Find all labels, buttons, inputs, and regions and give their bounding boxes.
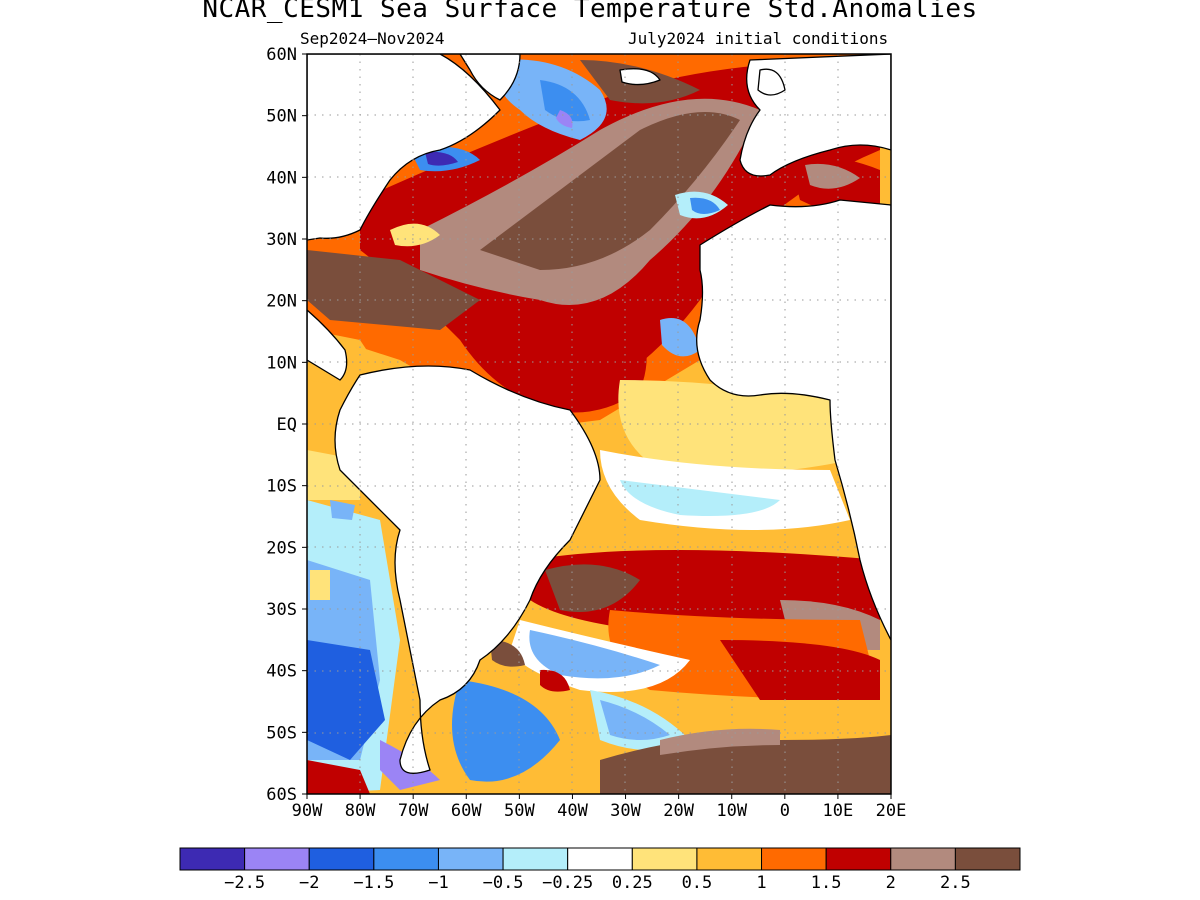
lat-tick-label: 40S	[266, 662, 297, 682]
colorbar-swatch	[437, 847, 504, 871]
lon-tick-label: 10E	[823, 801, 854, 821]
colorbar-swatch	[373, 847, 439, 871]
colorbar-swatch	[244, 847, 310, 871]
central-america	[307, 309, 348, 381]
map-field	[307, 54, 891, 794]
lon-tick-label: 50W	[504, 801, 535, 821]
colorbar-tick-label: −0.5	[483, 873, 524, 893]
lat-tick-label: 10S	[266, 477, 297, 497]
lat-tick-label: 50N	[266, 107, 297, 127]
longitude-axis: 90W 80W 70W 60W 50W 40W 30W 20W 10W 0 10E 20E	[292, 794, 907, 821]
colorbar-swatch	[179, 847, 246, 871]
colorbar-tick-label: 1.5	[811, 873, 842, 893]
forecast-season: Sep2024–Nov2024	[300, 29, 445, 48]
map-title: NCAR_CESM1 Sea Surface Temperature Std.A…	[202, 0, 978, 24]
colorbar-swatch	[890, 847, 956, 871]
lon-tick-label: 10W	[716, 801, 747, 821]
africa	[696, 199, 891, 641]
colorbar-swatch	[761, 847, 827, 871]
lon-tick-label: 20E	[876, 801, 907, 821]
lat-tick-label: 40N	[266, 168, 297, 188]
lat-tick-label: 30N	[266, 230, 297, 250]
lon-tick-label: 40W	[557, 801, 588, 821]
latitude-axis: 60N 50N 40N 30N 20N 10N EQ 10S 20S 30S 40S 50S 60S	[266, 45, 307, 805]
lon-tick-label: 0	[780, 801, 790, 821]
colorbar-tick-label: −1.5	[353, 873, 394, 893]
colorbar-tick-label: −2	[299, 873, 319, 893]
lat-tick-label: 60S	[266, 785, 297, 805]
lat-tick-label: 60N	[266, 45, 297, 65]
colorbar-tick-label: 1	[756, 873, 766, 893]
colorbar-swatch	[631, 847, 698, 871]
colorbar-tick-label: −0.25	[542, 873, 593, 893]
colorbar: −2.5 −2 −1.5 −1 −0.5 −0.25 0.25 0.5 1 1.5 2 2.5	[179, 847, 1021, 893]
colorbar-swatch	[825, 847, 892, 871]
lat-tick-label: 20N	[266, 292, 297, 312]
colorbar-swatch	[567, 847, 633, 871]
iceland	[619, 68, 661, 86]
lat-tick-label: 30S	[266, 600, 297, 620]
lon-tick-label: 90W	[292, 801, 323, 821]
lat-tick-label: 10N	[266, 353, 297, 373]
lat-tick-label: 20S	[266, 538, 297, 558]
south-america	[334, 365, 601, 774]
lon-tick-label: 60W	[451, 801, 482, 821]
land-masses	[307, 54, 891, 774]
lon-tick-label: 80W	[345, 801, 376, 821]
colorbar-tick-label: 2.5	[940, 873, 971, 893]
colorbar-tick-label: 2	[886, 873, 896, 893]
british-isles	[757, 68, 786, 96]
lon-tick-label: 30W	[610, 801, 641, 821]
lat-tick-label: 50S	[266, 723, 297, 743]
lon-tick-label: 20W	[663, 801, 694, 821]
colorbar-tick-label: −1	[428, 873, 448, 893]
greenland	[459, 54, 521, 101]
colorbar-tick-label: 0.5	[682, 873, 713, 893]
colorbar-swatch	[308, 847, 375, 871]
colorbar-swatch	[954, 847, 1021, 871]
lon-tick-label: 70W	[398, 801, 429, 821]
north-america	[307, 54, 501, 241]
colorbar-tick-label: −2.5	[224, 873, 265, 893]
colorbar-swatch	[502, 847, 569, 871]
lat-tick-label: EQ	[277, 415, 297, 435]
colorbar-swatch	[696, 847, 763, 871]
colorbar-tick-label: 0.25	[612, 873, 653, 893]
initial-conditions: July2024 initial conditions	[628, 29, 889, 48]
